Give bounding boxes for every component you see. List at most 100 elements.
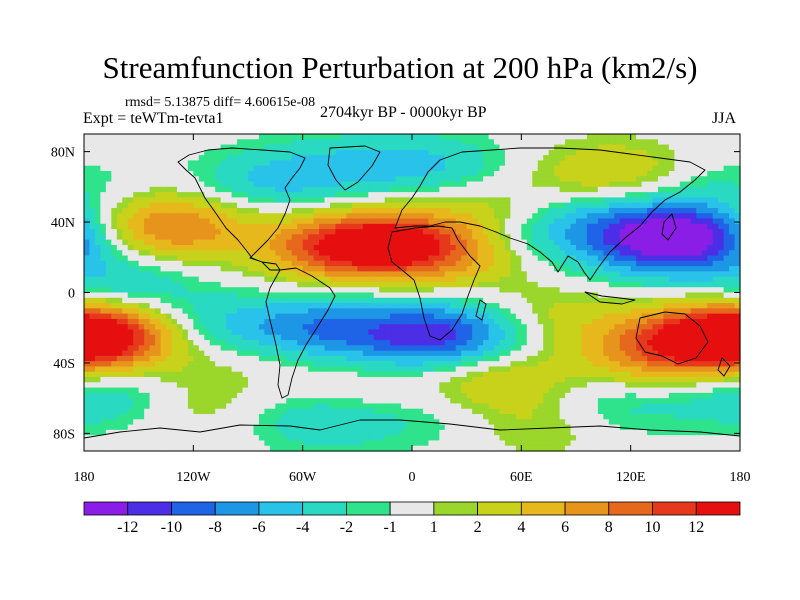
field-cell xyxy=(718,324,725,331)
field-cell xyxy=(734,297,741,304)
field-cell xyxy=(461,292,468,299)
field-cell xyxy=(406,149,413,156)
field-cell xyxy=(444,334,451,341)
field-cell xyxy=(636,292,643,299)
field-cell xyxy=(264,324,271,331)
field-cell xyxy=(313,170,320,177)
field-cell xyxy=(701,303,708,309)
field-cell xyxy=(559,329,566,336)
field-cell xyxy=(253,134,260,140)
field-cell xyxy=(253,334,260,341)
field-cell xyxy=(439,260,446,267)
field-cell xyxy=(149,149,156,156)
field-cell xyxy=(373,281,380,288)
field-cell xyxy=(395,260,402,267)
field-cell xyxy=(133,192,140,198)
field-cell xyxy=(499,186,506,193)
field-cell xyxy=(625,281,632,288)
field-cell xyxy=(94,334,101,341)
field-cell xyxy=(237,139,244,146)
field-cell xyxy=(526,297,533,304)
field-cell xyxy=(679,324,686,331)
field-cell xyxy=(477,350,484,357)
field-cell xyxy=(412,134,419,140)
field-cell xyxy=(269,197,276,204)
field-cell xyxy=(144,329,151,336)
field-cell xyxy=(586,266,593,272)
field-cell xyxy=(444,271,451,278)
field-cell xyxy=(319,134,326,140)
field-cell xyxy=(149,303,156,309)
field-cell xyxy=(116,313,123,320)
field-cell xyxy=(455,176,462,183)
field-cell xyxy=(707,139,714,146)
field-cell xyxy=(204,276,211,283)
field-cell xyxy=(253,308,260,315)
field-cell xyxy=(663,276,670,283)
field-cell xyxy=(668,345,675,352)
field-cell xyxy=(723,160,730,167)
field-cell xyxy=(707,170,714,177)
field-cell xyxy=(248,260,255,267)
field-cell xyxy=(537,170,544,177)
field-cell xyxy=(204,192,211,198)
field-cell xyxy=(105,287,112,294)
field-cell xyxy=(718,202,725,209)
field-cell xyxy=(160,345,167,352)
field-cell xyxy=(608,303,615,309)
field-cell xyxy=(652,260,659,267)
field-cell xyxy=(674,345,681,352)
field-cell xyxy=(494,192,501,198)
field-cell xyxy=(554,340,561,346)
field-cell xyxy=(346,287,353,294)
field-cell xyxy=(280,155,287,162)
field-cell xyxy=(160,207,167,214)
field-cell xyxy=(357,239,364,246)
field-cell xyxy=(155,160,162,167)
field-cell xyxy=(586,303,593,309)
field-cell xyxy=(608,260,615,267)
field-cell xyxy=(390,239,397,246)
field-cell xyxy=(532,308,539,315)
field-cell xyxy=(308,176,315,183)
field-cell xyxy=(319,287,326,294)
field-cell xyxy=(581,197,588,204)
field-cell xyxy=(275,266,282,272)
field-cell xyxy=(171,266,178,272)
field-cell xyxy=(330,218,337,225)
field-cell xyxy=(565,134,572,140)
field-cell xyxy=(723,144,730,151)
field-cell xyxy=(450,234,457,241)
field-cell xyxy=(532,218,539,225)
field-cell xyxy=(608,186,615,193)
field-cell xyxy=(286,287,293,294)
field-cell xyxy=(586,155,593,162)
field-cell xyxy=(543,329,550,336)
field-cell xyxy=(138,239,145,246)
field-cell xyxy=(204,313,211,320)
field-cell xyxy=(187,155,194,162)
field-cell xyxy=(231,313,238,320)
field-cell xyxy=(215,340,222,346)
field-cell xyxy=(291,160,298,167)
field-cell xyxy=(543,155,550,162)
field-cell xyxy=(668,139,675,146)
field-cell xyxy=(565,271,572,278)
field-cell xyxy=(198,218,205,225)
field-cell xyxy=(636,134,643,140)
field-cell xyxy=(253,181,260,188)
field-cell xyxy=(351,292,358,299)
field-cell xyxy=(166,350,173,357)
field-cell xyxy=(586,165,593,172)
field-cell xyxy=(581,165,588,172)
field-cell xyxy=(171,350,178,357)
field-cell xyxy=(466,213,473,220)
field-cell xyxy=(696,176,703,183)
field-cell xyxy=(729,181,736,188)
field-cell xyxy=(319,271,326,278)
field-cell xyxy=(253,149,260,156)
field-cell xyxy=(280,276,287,283)
field-cell xyxy=(144,334,151,341)
field-cell xyxy=(712,345,719,352)
field-cell xyxy=(209,329,216,336)
